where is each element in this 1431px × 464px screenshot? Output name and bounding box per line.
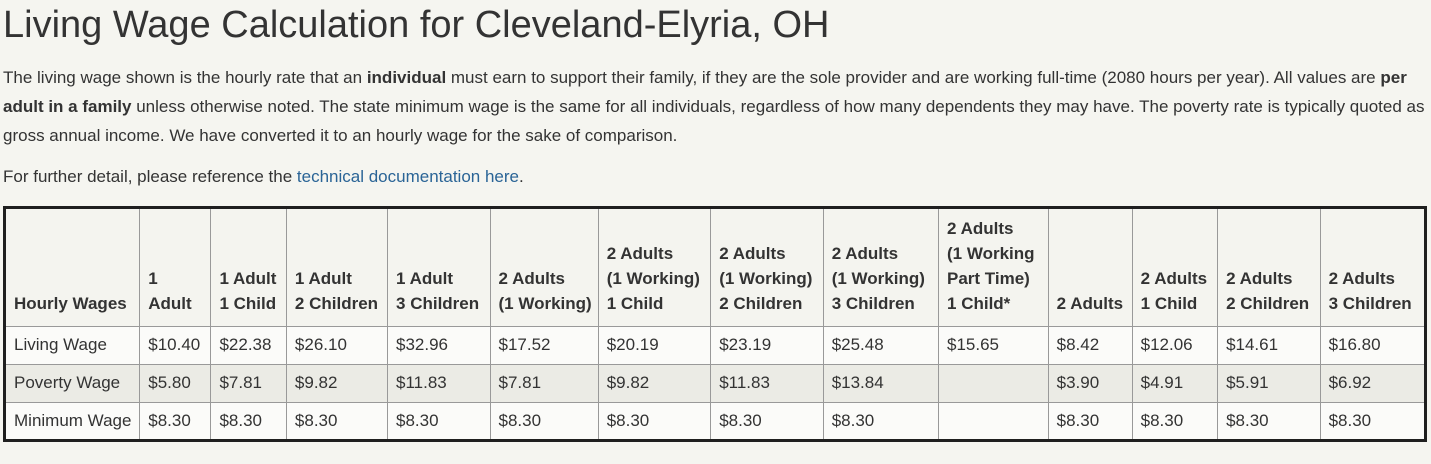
column-header: 2 Adults 3 Children [1319, 206, 1427, 327]
column-header: 1 Adult 1 Child [210, 206, 287, 327]
wage-value-cell: $3.90 [1047, 363, 1133, 403]
wage-value-cell: $8.42 [1047, 325, 1133, 365]
intro-bold-text: individual [366, 67, 447, 87]
wage-value-cell [938, 401, 1049, 441]
wage-value-cell: $20.19 [597, 325, 712, 365]
wage-value-cell: $12.06 [1131, 325, 1219, 365]
wage-value-cell: $9.82 [285, 363, 389, 403]
column-header: 2 Adults (1 Working) [489, 206, 599, 327]
column-header: 2 Adults (1 Working) 2 Children [710, 206, 824, 327]
detail-suffix: . [518, 166, 524, 186]
wage-table: Hourly Wages 1 Adult 1 Adult 1 Child 1 Adul… [3, 205, 1427, 442]
wage-value-cell: $8.30 [387, 401, 491, 441]
wage-value-cell: $8.30 [1047, 401, 1133, 441]
wage-value-cell: $8.30 [139, 401, 212, 441]
wage-value-cell: $4.91 [1131, 363, 1219, 403]
table-row: Living Wage $10.40 $22.38 $26.10 $32.96 $17.5… [3, 325, 1427, 365]
wage-table-body: Living Wage $10.40 $22.38 $26.10 $32.96 $17.5… [3, 325, 1427, 441]
wage-value-cell: $8.30 [597, 401, 712, 441]
wage-value-cell: $17.52 [489, 325, 599, 365]
detail-prefix: For further detail, please reference the [3, 166, 297, 186]
column-header: Hourly Wages [3, 206, 141, 327]
wage-value-cell: $8.30 [1217, 401, 1321, 441]
wage-value-cell: $7.81 [489, 363, 599, 403]
wage-value-cell [938, 363, 1049, 403]
wage-value-cell: $8.30 [489, 401, 599, 441]
wage-value-cell: $22.38 [210, 325, 287, 365]
wage-value-cell: $25.48 [822, 325, 940, 365]
wage-value-cell: $26.10 [285, 325, 389, 365]
wage-value-cell: $14.61 [1217, 325, 1321, 365]
column-header: 2 Adults 1 Child [1131, 206, 1219, 327]
column-header: 2 Adults 2 Children [1217, 206, 1321, 327]
wage-value-cell: $23.19 [710, 325, 824, 365]
wage-value-cell: $9.82 [597, 363, 712, 403]
row-label-cell: Poverty Wage [3, 363, 141, 403]
wage-value-cell: $5.91 [1217, 363, 1321, 403]
intro-text: unless otherwise noted. The state minimu… [3, 96, 1425, 145]
wage-value-cell: $11.83 [387, 363, 491, 403]
wage-value-cell: $32.96 [387, 325, 491, 365]
column-header: 1 Adult 2 Children [285, 206, 389, 327]
wage-value-cell: $6.92 [1319, 363, 1427, 403]
column-header: 2 Adults (1 Working) 3 Children [822, 206, 940, 327]
row-label-cell: Living Wage [3, 325, 141, 365]
intro-text: The living wage shown is the hourly rate… [3, 67, 367, 87]
wage-value-cell: $8.30 [210, 401, 287, 441]
wage-value-cell: $8.30 [285, 401, 389, 441]
detail-line: For further detail, please reference the… [3, 165, 1427, 189]
technical-documentation-link[interactable]: technical documentation here [296, 166, 519, 186]
wage-value-cell: $13.84 [822, 363, 940, 403]
wage-table-header: Hourly Wages 1 Adult 1 Adult 1 Child 1 Adul… [3, 206, 1427, 327]
wage-value-cell: $15.65 [938, 325, 1049, 365]
wage-value-cell: $8.30 [822, 401, 940, 441]
wage-value-cell: $8.30 [710, 401, 824, 441]
header-row: Hourly Wages 1 Adult 1 Adult 1 Child 1 Adul… [3, 206, 1427, 327]
column-header: 2 Adults [1047, 206, 1133, 327]
intro-text: must earn to support their family, if th… [446, 67, 1381, 87]
wage-value-cell: $10.40 [139, 325, 212, 365]
wage-value-cell: $7.81 [210, 363, 287, 403]
column-header: 1 Adult [139, 206, 212, 327]
wage-value-cell: $8.30 [1319, 401, 1427, 441]
column-header: 2 Adults (1 Working) 1 Child [597, 206, 712, 327]
column-header: 2 Adults (1 Working Part Time) 1 Child* [938, 206, 1049, 327]
wage-value-cell: $5.80 [139, 363, 212, 403]
page-title: Living Wage Calculation for Cleveland-El… [3, 4, 830, 46]
table-row: Poverty Wage $5.80 $7.81 $9.82 $11.83 $7.81 $9… [3, 363, 1427, 403]
wage-value-cell: $8.30 [1131, 401, 1219, 441]
table-row: Minimum Wage $8.30 $8.30 $8.30 $8.30 $8.30 $8.… [3, 401, 1427, 441]
intro-paragraph: The living wage shown is the hourly rate… [3, 63, 1427, 150]
wage-value-cell: $16.80 [1319, 325, 1427, 365]
row-label-cell: Minimum Wage [3, 401, 141, 441]
wage-value-cell: $11.83 [710, 363, 824, 403]
column-header: 1 Adult 3 Children [387, 206, 491, 327]
intro-bold-text: per adult in a family [3, 67, 1407, 116]
